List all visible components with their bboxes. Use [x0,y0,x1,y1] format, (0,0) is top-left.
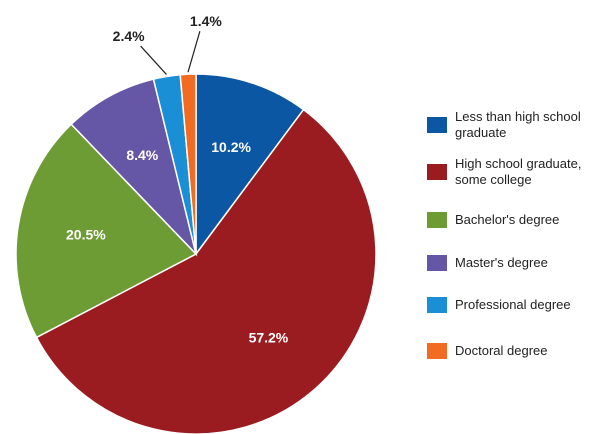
legend-swatch [427,255,447,271]
pie-slice [15,123,198,339]
legend-item: High school graduate, some college [427,156,603,188]
legend-item: Professional degree [427,289,603,321]
legend-swatch [427,117,447,133]
data-label: 8.4% [126,147,158,163]
legend-swatch [427,297,447,313]
legend-item: Bachelor's degree [427,204,603,236]
legend-swatch [427,164,447,180]
legend-label: Bachelor's degree [455,212,560,227]
pie-slice [179,73,197,255]
legend-label: Doctoral degree [455,343,548,358]
legend-label: Less than high school graduate [455,109,581,140]
leader-line [140,45,167,75]
data-label: 2.4% [113,28,145,44]
legend-item: Less than high school graduate [427,109,603,141]
legend-label: Professional degree [455,297,571,312]
legend-label: Master's degree [455,255,548,270]
legend-item: Master's degree [427,247,603,279]
data-label: 57.2% [249,330,289,346]
legend-swatch [427,343,447,359]
data-label: 1.4% [190,13,222,29]
pie-slice [35,108,377,434]
data-label: 10.2% [211,139,251,155]
data-label: 20.5% [66,227,106,243]
chart: 10.2% 57.2% 20.5% 8.4% 2.4% 1.4% [15,13,377,434]
pie-slice [195,73,305,257]
legend-item: Doctoral degree [427,335,603,367]
leader-line [187,31,201,73]
legend-swatch [427,212,447,228]
pie-slice [70,78,198,257]
legend-label: High school graduate, some college [455,156,582,187]
